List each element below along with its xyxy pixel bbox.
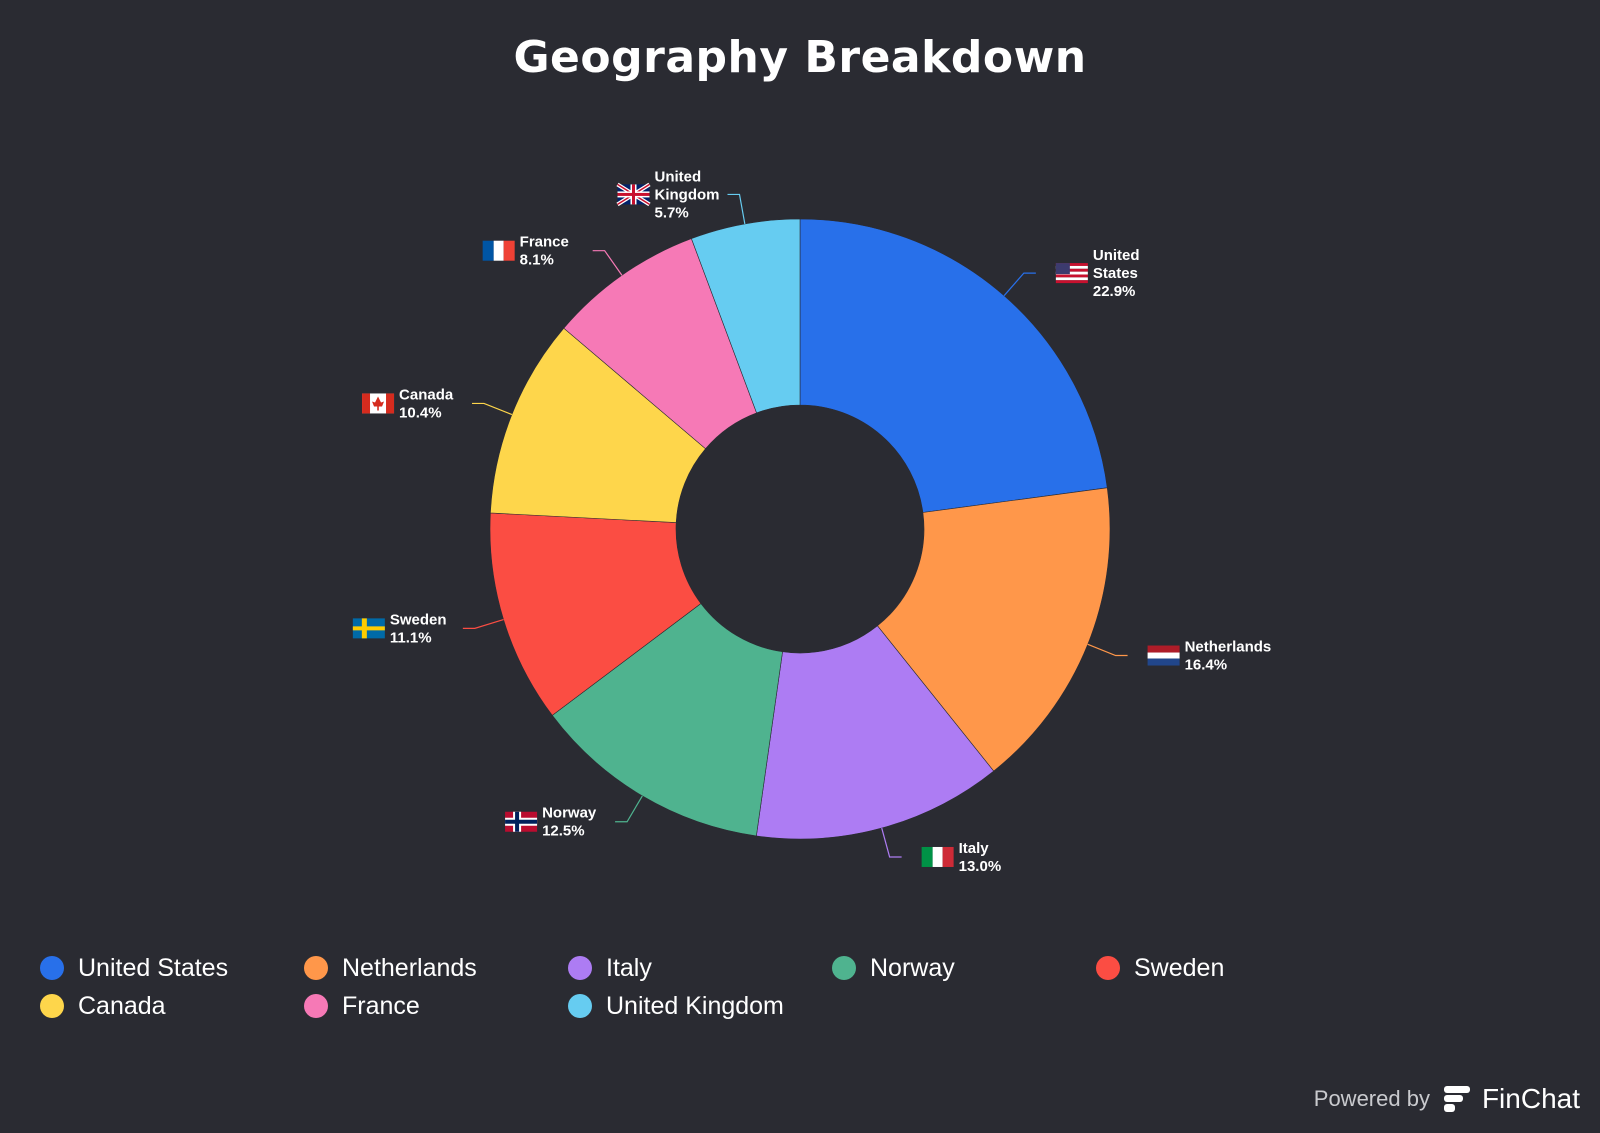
legend-item-italy[interactable]: Italy (568, 953, 832, 982)
label-percent: 16.4% (1185, 657, 1228, 674)
leader-line-france (592, 250, 623, 276)
legend-label: France (342, 991, 420, 1020)
legend-item-united-kingdom[interactable]: United Kingdom (568, 991, 832, 1020)
label-name: Kingdom (655, 186, 720, 203)
leader-line-sweden (462, 619, 504, 629)
legend-swatch (568, 956, 592, 980)
legend-label: Netherlands (342, 953, 477, 982)
legend-label: United Kingdom (606, 991, 784, 1020)
legend-item-sweden[interactable]: Sweden (1096, 953, 1360, 982)
label-name: Netherlands (1185, 639, 1272, 656)
netherlands-flag-icon (1147, 645, 1180, 666)
italy-flag-icon (921, 846, 954, 867)
slice-netherlands[interactable] (877, 487, 1111, 772)
label-name: United (1093, 247, 1140, 264)
uk-flag-icon (616, 182, 651, 207)
leader-line-netherlands (1087, 643, 1128, 657)
finchat-brand: FinChat (1481, 1083, 1580, 1114)
legend-item-canada[interactable]: Canada (40, 991, 304, 1020)
legend-swatch (304, 994, 328, 1018)
legend-swatch (832, 956, 856, 980)
us-flag-icon (1055, 263, 1088, 284)
slice-united-states[interactable] (799, 218, 1108, 513)
legend-swatch (40, 994, 64, 1018)
label-percent: 11.1% (390, 629, 432, 646)
legend-item-united-states[interactable]: United States (40, 953, 304, 982)
legend-label: Italy (606, 953, 652, 982)
label-percent: 13.0% (959, 858, 1002, 875)
leader-line-united-states (1003, 272, 1036, 297)
label-name: Italy (959, 840, 990, 857)
slice-united-kingdom[interactable] (691, 218, 801, 414)
legend-swatch (40, 956, 64, 980)
powered-by-text: Powered by (1313, 1086, 1430, 1111)
sweden-flag-icon (352, 618, 385, 639)
legend-label: Sweden (1134, 953, 1225, 982)
label-percent: 5.7% (655, 204, 689, 221)
label-name: Canada (399, 386, 454, 403)
leader-line-italy (881, 827, 902, 858)
canada-flag-icon (362, 393, 395, 414)
label-percent: 22.9% (1093, 283, 1136, 300)
donut-chart: UnitedStates22.9%Netherlands16.4%Italy13… (352, 168, 1272, 875)
label-name: States (1093, 265, 1138, 282)
legend-swatch (304, 956, 328, 980)
leader-line-united-kingdom (727, 193, 746, 225)
label-name: Norway (542, 805, 597, 822)
legend-item-norway[interactable]: Norway (832, 953, 1096, 982)
legend-swatch (1096, 956, 1120, 980)
finchat-logo-icon (1443, 1086, 1470, 1112)
label-name: United (655, 168, 702, 185)
slice-canada[interactable] (490, 327, 706, 523)
label-percent: 10.4% (399, 404, 442, 421)
legend-label: Norway (870, 953, 955, 982)
slice-sweden[interactable] (489, 512, 702, 716)
legend-item-netherlands[interactable]: Netherlands (304, 953, 568, 982)
footer: Powered by FinChat (1314, 1083, 1580, 1115)
legend-swatch (568, 994, 592, 1018)
leader-line-canada (472, 402, 513, 416)
chart-legend: United States Netherlands Italy Norway Swede… (40, 953, 1360, 1020)
slice-norway[interactable] (551, 603, 783, 837)
chart-title: Geography Breakdown (513, 32, 1087, 83)
slice-italy[interactable] (756, 625, 995, 840)
legend-item-france[interactable]: France (304, 991, 568, 1020)
legend-label: United States (78, 953, 229, 982)
label-percent: 8.1% (520, 252, 554, 269)
label-name: France (520, 234, 569, 251)
label-percent: 12.5% (542, 823, 585, 840)
norway-flag-icon (505, 811, 538, 832)
leader-line-norway (615, 795, 643, 823)
legend-label: Canada (78, 991, 166, 1020)
label-name: Sweden (390, 611, 447, 628)
france-flag-icon (482, 240, 515, 261)
